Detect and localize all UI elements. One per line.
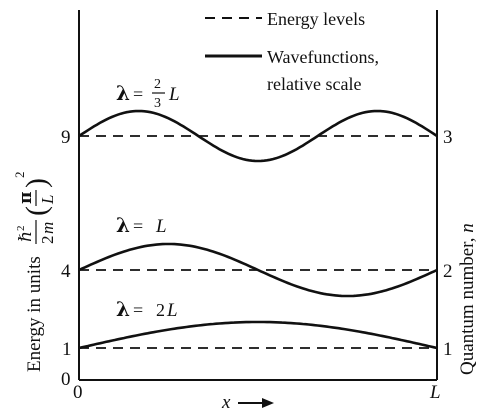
svg-text:=: = [133,216,143,236]
svg-text:2: 2 [15,226,27,232]
svg-text:λ: λ [116,81,130,105]
left-tick-4: 4 [61,261,71,282]
legend-solid-label-1: Wavefunctions, [267,47,379,67]
svg-text:=: = [133,300,143,320]
left-axis-label: Energy in units ℏ 2 2 m ( π L ) 2 [12,172,57,373]
svg-text:L: L [168,84,180,105]
right-tick-1: 1 [443,339,453,360]
svg-text:=: = [133,84,143,104]
x-direction-arrow [238,398,274,408]
right-axis-label: Quantum number, n [457,223,478,375]
svg-text:2: 2 [154,77,161,92]
svg-text:(: ( [20,206,53,216]
x-start-label: 0 [73,382,83,403]
svg-text:Quantum number, n: Quantum number, n [457,223,478,375]
wavelength-label-n1: λ = 2 L [116,297,178,321]
x-end-label: L [429,382,441,403]
svg-text:): ) [20,178,53,188]
svg-text:m: m [38,222,57,234]
right-tick-2: 2 [443,261,453,282]
legend-solid-label-2: relative scale [267,74,361,94]
wavefunction-n3 [78,109,438,163]
svg-text:Energy in units: Energy in units [24,256,45,372]
legend: Energy levels Wavefunctions, relative sc… [205,9,379,94]
svg-text:3: 3 [154,96,161,111]
wavelength-label-n3: λ = 2 3 L [116,77,180,111]
svg-text:ℏ: ℏ [16,231,35,242]
right-tick-3: 3 [443,127,453,148]
svg-text:2: 2 [156,300,165,320]
wavefunction-n1 [78,320,438,350]
svg-text:λ: λ [116,213,130,237]
svg-text:L: L [166,300,178,321]
svg-text:2: 2 [38,236,57,245]
wavelength-label-n2: λ = L [116,213,167,237]
svg-text:L: L [155,216,167,237]
left-tick-9: 9 [61,127,71,148]
svg-text:λ: λ [116,297,130,321]
x-axis-label: x [221,392,231,412]
svg-text:L: L [38,195,57,205]
left-tick-0: 0 [61,369,71,390]
legend-dashed-label: Energy levels [267,9,365,29]
left-tick-1: 1 [62,339,72,360]
svg-text:2: 2 [12,172,27,179]
svg-text:π: π [16,192,36,204]
wavefunction-n2 [78,242,438,298]
